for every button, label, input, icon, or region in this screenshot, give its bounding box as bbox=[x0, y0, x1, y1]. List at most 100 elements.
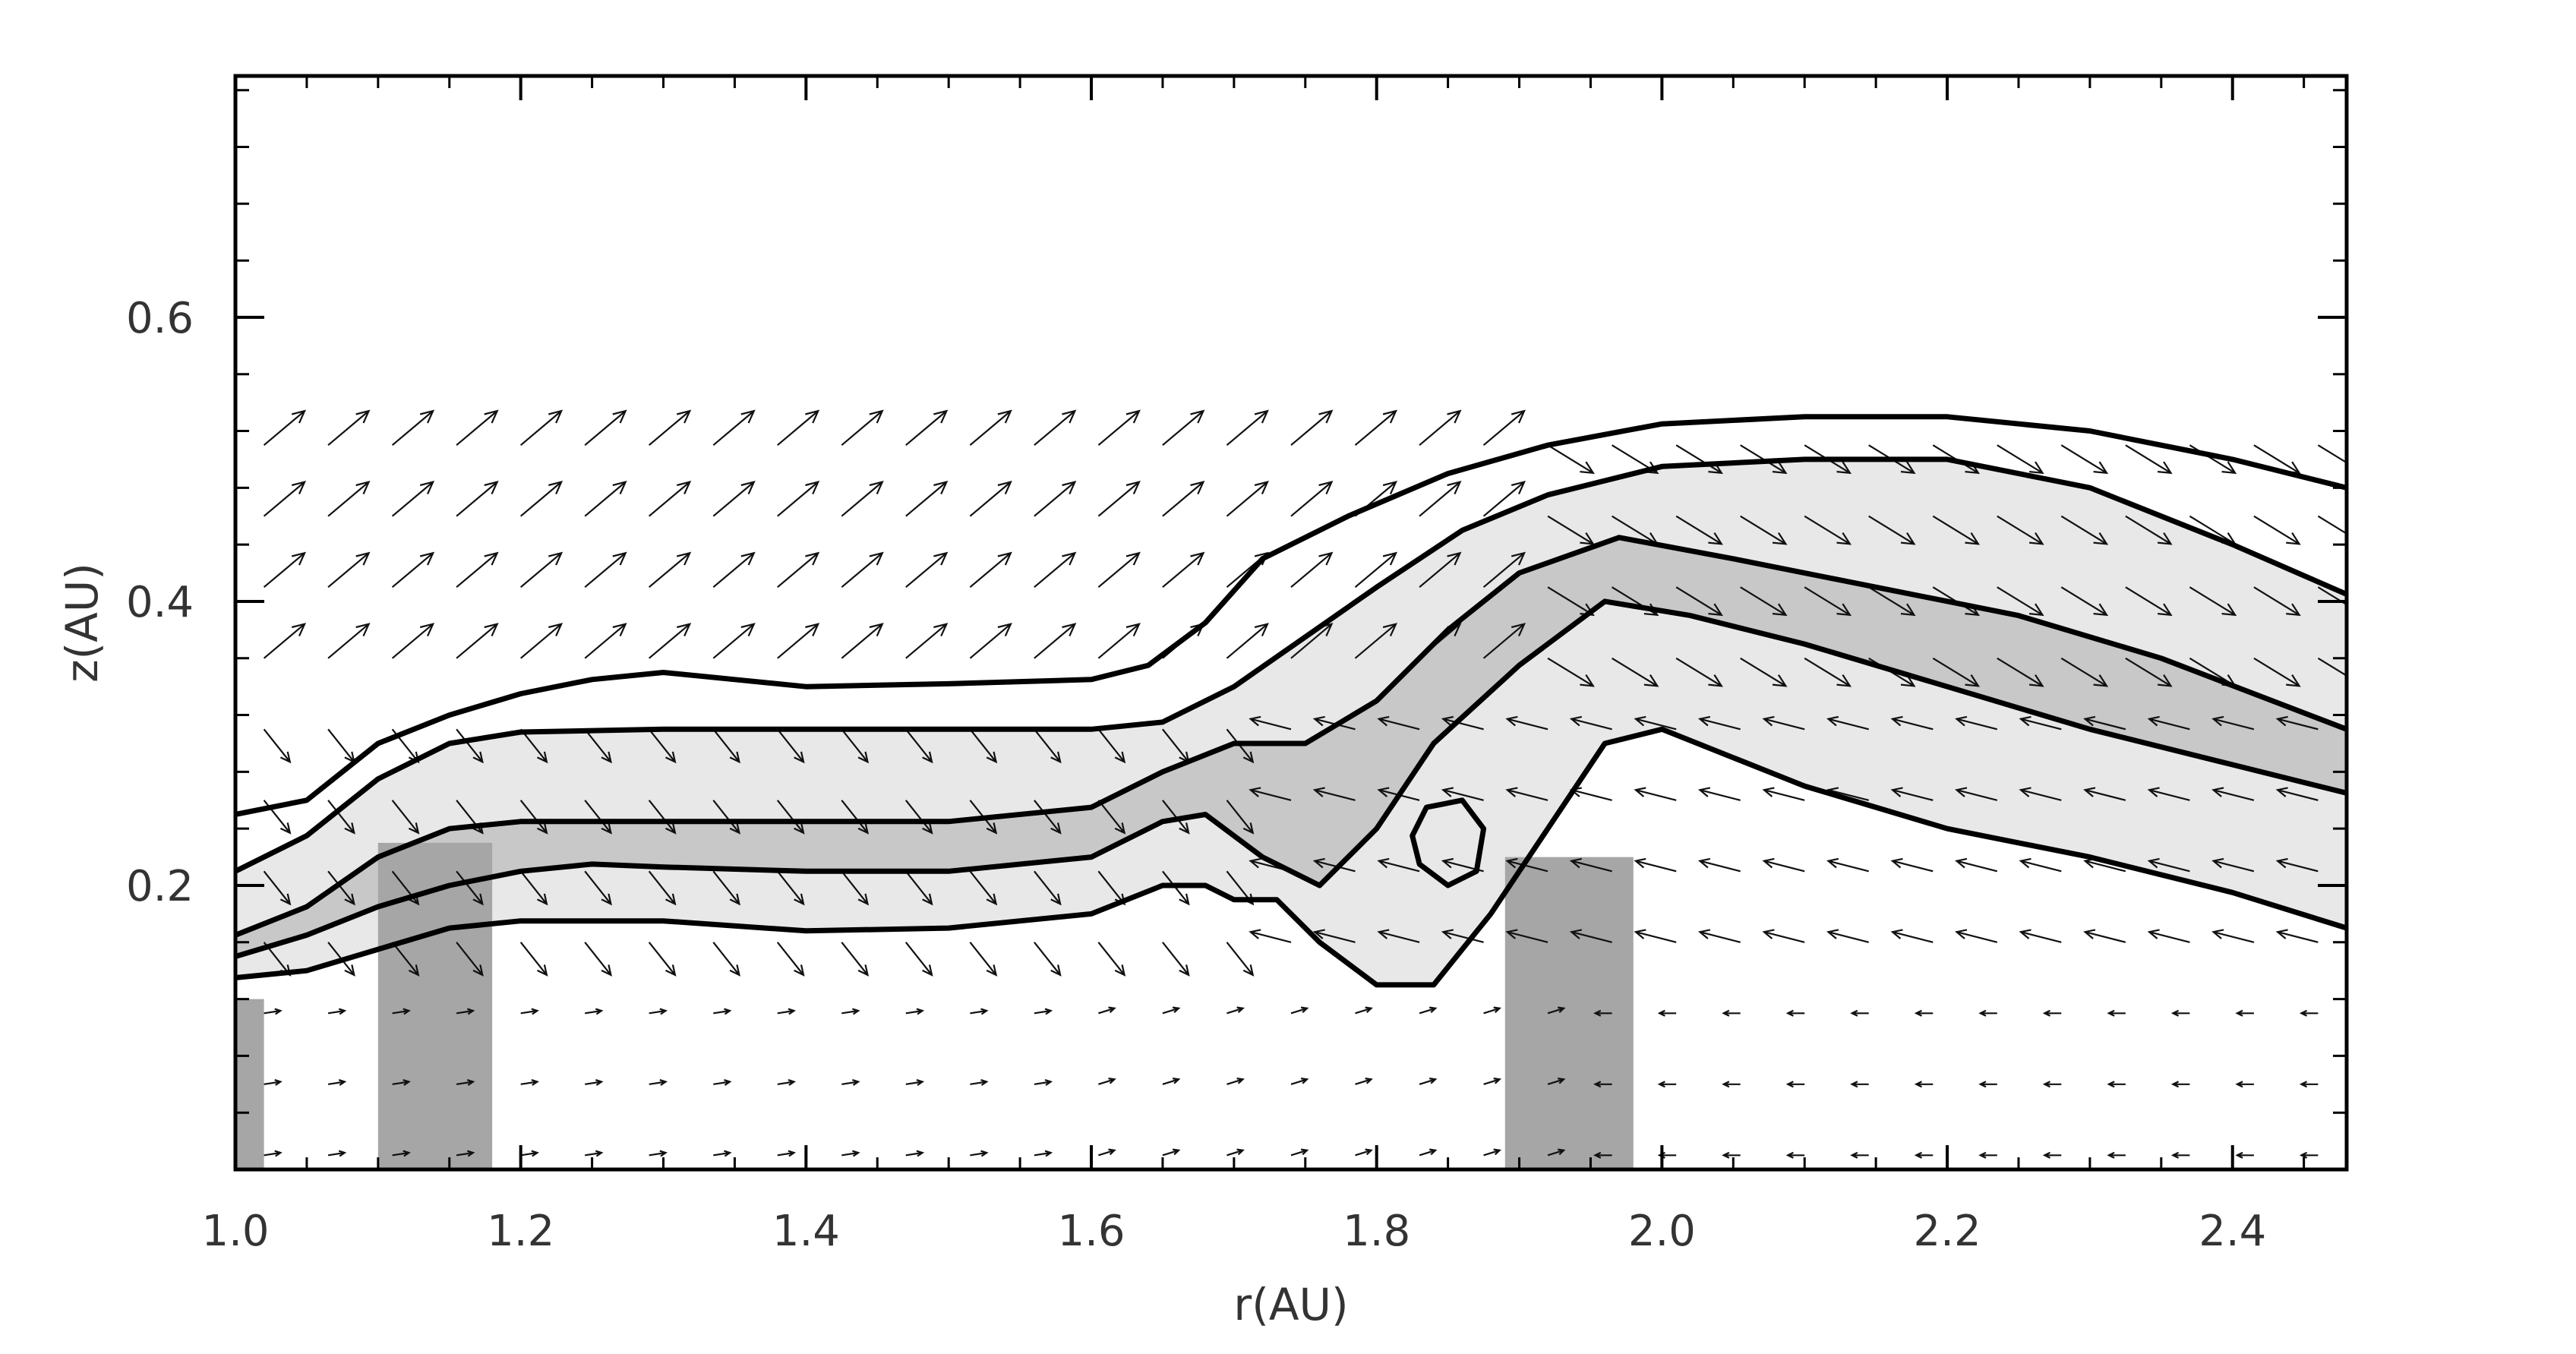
velocity-arrow-245 bbox=[1634, 929, 1677, 943]
velocity-arrow-291 bbox=[1890, 787, 1934, 801]
velocity-arrow-219 bbox=[1482, 409, 1526, 447]
velocity-arrow-223 bbox=[1505, 929, 1548, 943]
velocity-arrow-80 bbox=[712, 942, 740, 977]
velocity-arrow-227 bbox=[1547, 657, 1595, 687]
velocity-arrow-53 bbox=[519, 480, 564, 517]
velocity-arrow-36 bbox=[456, 942, 484, 977]
velocity-arrow-164 bbox=[1162, 409, 1205, 447]
velocity-arrow-143 bbox=[1098, 1148, 1116, 1157]
velocity-arrow-177 bbox=[1290, 1078, 1309, 1085]
velocity-arrow-281 bbox=[1826, 715, 1869, 731]
velocity-arrow-4 bbox=[263, 870, 292, 906]
velocity-arrow-27 bbox=[391, 800, 420, 835]
velocity-arrow-320 bbox=[2107, 1081, 2126, 1088]
velocity-arrow-208 bbox=[1419, 409, 1462, 447]
velocity-arrow-338 bbox=[2189, 586, 2237, 617]
velocity-arrow-22 bbox=[392, 1150, 411, 1157]
velocity-arrow-273 bbox=[1804, 515, 1852, 545]
velocity-arrow-284 bbox=[1868, 515, 1916, 545]
velocity-arrow-178 bbox=[1290, 1006, 1309, 1015]
velocity-arrow-352 bbox=[2299, 1151, 2319, 1159]
velocity-arrow-334 bbox=[2147, 857, 2190, 873]
velocity-arrow-45 bbox=[520, 1079, 539, 1086]
velocity-arrow-225 bbox=[1505, 787, 1548, 801]
velocity-arrow-309 bbox=[2042, 1081, 2062, 1088]
velocity-arrow-290 bbox=[1890, 857, 1934, 873]
velocity-arrow-18 bbox=[327, 623, 371, 659]
velocity-arrow-82 bbox=[712, 800, 740, 835]
velocity-arrow-77 bbox=[713, 1150, 732, 1157]
velocity-arrow-215 bbox=[1441, 715, 1484, 731]
velocity-arrow-231 bbox=[1593, 1151, 1612, 1159]
velocity-arrow-0 bbox=[264, 1150, 283, 1157]
velocity-arrow-271 bbox=[1804, 657, 1852, 687]
velocity-arrow-277 bbox=[1850, 1009, 1869, 1017]
y-tick-label-0: 0.2 bbox=[126, 862, 194, 911]
velocity-arrow-343 bbox=[2235, 1009, 2254, 1017]
velocity-arrow-98 bbox=[777, 409, 820, 447]
velocity-arrow-154 bbox=[1162, 1148, 1181, 1157]
velocity-arrow-64 bbox=[584, 480, 627, 517]
velocity-arrow-122 bbox=[970, 1079, 989, 1086]
velocity-arrow-112 bbox=[905, 1008, 925, 1015]
velocity-arrow-55 bbox=[585, 1150, 604, 1157]
velocity-arrow-72 bbox=[648, 728, 677, 764]
velocity-arrow-63 bbox=[584, 551, 627, 589]
y-ticks: 0.2 0.4 0.6 bbox=[126, 89, 2347, 1114]
velocity-arrow-331 bbox=[2170, 1081, 2190, 1088]
velocity-arrow-251 bbox=[1675, 515, 1723, 545]
velocity-arrow-84 bbox=[712, 623, 756, 659]
velocity-arrow-297 bbox=[1978, 1151, 1997, 1159]
y-axis-label: z(AU) bbox=[56, 563, 108, 683]
velocity-arrow-104 bbox=[841, 800, 870, 835]
velocity-arrow-329 bbox=[2125, 444, 2173, 475]
velocity-arrow-60 bbox=[584, 800, 612, 835]
velocity-arrow-222 bbox=[1547, 1006, 1566, 1015]
velocity-arrow-90 bbox=[777, 1008, 796, 1015]
velocity-arrow-170 bbox=[1226, 800, 1255, 835]
velocity-arrow-152 bbox=[1097, 480, 1141, 517]
velocity-arrow-44 bbox=[520, 1150, 539, 1157]
velocity-arrow-136 bbox=[1034, 870, 1062, 906]
velocity-arrow-115 bbox=[904, 800, 933, 835]
velocity-arrow-278 bbox=[1826, 929, 1869, 943]
velocity-arrow-57 bbox=[585, 1008, 604, 1015]
x-tick-label-6: 2.2 bbox=[1914, 1207, 1981, 1256]
velocity-arrow-328 bbox=[2125, 515, 2173, 545]
velocity-arrow-354 bbox=[2299, 1009, 2319, 1017]
velocity-arrow-15 bbox=[327, 870, 355, 906]
contour-line-2 bbox=[235, 535, 2347, 938]
velocity-arrow-359 bbox=[2317, 657, 2347, 677]
velocity-arrow-121 bbox=[970, 1150, 989, 1157]
velocity-arrow-138 bbox=[1034, 728, 1062, 764]
velocity-arrow-264 bbox=[1785, 1151, 1805, 1159]
velocity-arrow-144 bbox=[1098, 1078, 1116, 1085]
velocity-arrow-247 bbox=[1634, 787, 1677, 801]
velocity-arrow-165 bbox=[1226, 1148, 1245, 1157]
velocity-arrow-141 bbox=[1034, 480, 1077, 517]
velocity-arrow-182 bbox=[1249, 715, 1292, 731]
velocity-arrow-236 bbox=[1569, 787, 1612, 801]
velocity-arrow-30 bbox=[391, 551, 435, 589]
velocity-arrow-74 bbox=[648, 551, 692, 589]
shade-region-light bbox=[235, 459, 2347, 985]
velocity-arrow-155 bbox=[1162, 1078, 1181, 1085]
velocity-arrow-81 bbox=[712, 870, 740, 906]
velocity-arrow-68 bbox=[649, 1008, 668, 1015]
velocity-arrow-185 bbox=[1290, 480, 1334, 517]
velocity-arrow-106 bbox=[841, 623, 884, 659]
x-tick-label-5: 2.0 bbox=[1628, 1207, 1696, 1256]
velocity-arrow-314 bbox=[2019, 715, 2062, 731]
velocity-arrow-235 bbox=[1569, 857, 1612, 873]
velocity-arrow-110 bbox=[905, 1150, 925, 1157]
velocity-arrow-148 bbox=[1097, 800, 1126, 835]
contour-line-4 bbox=[235, 726, 2347, 988]
velocity-arrow-186 bbox=[1290, 409, 1334, 447]
velocity-arrow-256 bbox=[1697, 929, 1741, 943]
velocity-arrow-21 bbox=[327, 409, 371, 447]
velocity-arrow-344 bbox=[2211, 929, 2255, 943]
velocity-arrow-130 bbox=[969, 480, 1012, 517]
velocity-arrow-259 bbox=[1697, 715, 1741, 731]
velocity-arrow-151 bbox=[1097, 551, 1141, 589]
velocity-arrow-127 bbox=[969, 728, 998, 764]
